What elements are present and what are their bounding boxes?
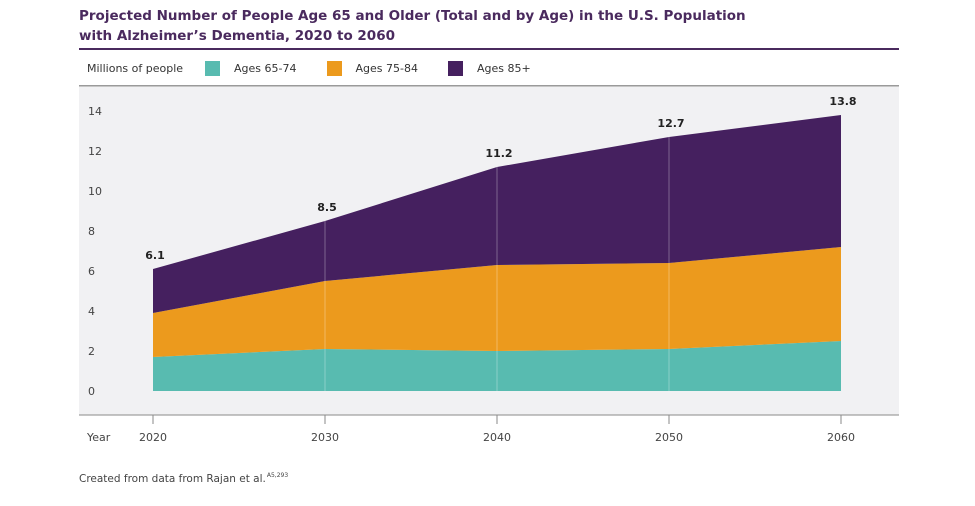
total-label-2030: 8.5 xyxy=(317,201,337,214)
title-divider xyxy=(79,48,899,50)
x-axis-ticks: 2020 2030 2040 2050 2060 xyxy=(139,415,855,444)
chart-title-line-2: with Alzheimer’s Dementia, 2020 to 2060 xyxy=(79,28,395,44)
area-layers xyxy=(153,115,841,391)
y-tick-label: 14 xyxy=(88,105,102,118)
y-tick-label: 10 xyxy=(88,185,102,198)
legend: Millions of people Ages 65-74 Ages 75-84… xyxy=(87,58,561,78)
y-unit-label: Millions of people xyxy=(87,61,184,75)
plot-top-rule xyxy=(79,85,899,87)
legend-item-85-plus: Ages 85+ xyxy=(447,60,531,76)
footnote: Created from data from Rajan et al.A5,29… xyxy=(79,472,288,485)
chart-title: Projected Number of People Age 65 and Ol… xyxy=(79,6,899,46)
x-tick-label: 2050 xyxy=(655,431,683,444)
area-ages-85- xyxy=(153,115,841,313)
y-tick-label: 6 xyxy=(88,265,95,278)
footnote-superscript: A5,293 xyxy=(266,472,289,479)
total-labels: 6.1 8.5 11.2 12.7 13.8 xyxy=(145,95,856,262)
y-axis-ticks: 0 2 4 6 8 10 12 14 xyxy=(88,105,102,398)
legend-label-85-plus: Ages 85+ xyxy=(476,61,531,75)
y-tick-label: 0 xyxy=(88,385,95,398)
legend-label-75-84: Ages 75-84 xyxy=(355,61,418,75)
chart-title-line-1: Projected Number of People Age 65 and Ol… xyxy=(79,8,746,24)
y-tick-label: 4 xyxy=(88,305,95,318)
legend-item-65-74: Ages 65-74 xyxy=(205,60,297,76)
x-tick-label: 2040 xyxy=(483,431,511,444)
y-tick-label: 8 xyxy=(88,225,95,238)
year-gridlines xyxy=(324,137,670,391)
total-label-2060: 13.8 xyxy=(829,95,856,108)
x-tick-label: 2020 xyxy=(139,431,167,444)
legend-label-65-74: Ages 65-74 xyxy=(234,61,297,75)
total-label-2040: 11.2 xyxy=(485,147,512,160)
area-ages-65-74 xyxy=(153,341,841,391)
legend-swatch-65-74 xyxy=(205,60,221,76)
legend-swatch-85-plus xyxy=(447,60,463,76)
x-axis-label: Year xyxy=(86,431,111,444)
footnote-text: Created from data from Rajan et al. xyxy=(79,473,266,485)
legend-swatch-75-84 xyxy=(326,60,342,76)
y-tick-label: 12 xyxy=(88,145,102,158)
x-tick-label: 2060 xyxy=(827,431,855,444)
y-tick-label: 2 xyxy=(88,345,95,358)
total-label-2050: 12.7 xyxy=(657,117,684,130)
area-ages-75-84 xyxy=(153,247,841,357)
total-label-2020: 6.1 xyxy=(145,249,165,262)
legend-item-75-84: Ages 75-84 xyxy=(326,60,418,76)
x-tick-label: 2030 xyxy=(311,431,339,444)
